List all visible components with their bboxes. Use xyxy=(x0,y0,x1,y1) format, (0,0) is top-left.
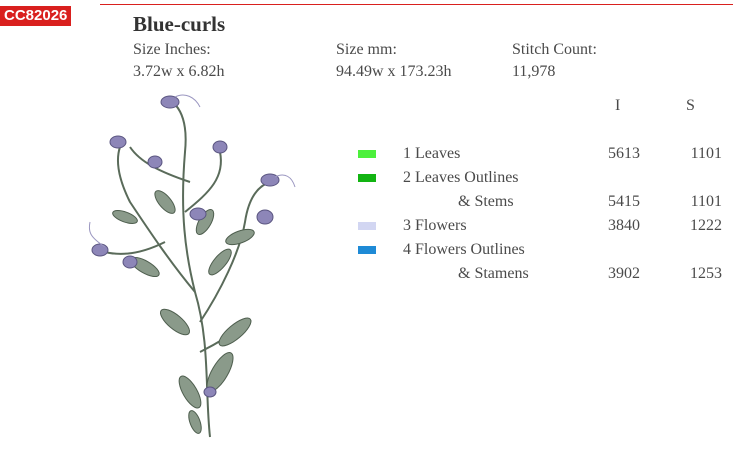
color-swatch xyxy=(358,246,376,254)
stitch-value: 3840 xyxy=(590,216,640,236)
stitch-value: 5415 xyxy=(590,192,640,212)
color-label: 2 Leaves Outlines xyxy=(403,168,519,188)
design-code: CC82026 xyxy=(0,6,71,26)
stitch-value: 1101 xyxy=(672,192,722,212)
color-label: 3 Flowers xyxy=(403,216,467,236)
color-label: & Stamens xyxy=(458,264,529,284)
stitch-value: 1253 xyxy=(672,264,722,284)
color-label: 1 Leaves xyxy=(403,144,460,164)
color-label: & Stems xyxy=(458,192,514,212)
spec-label: Size Inches: xyxy=(133,40,211,60)
color-swatch xyxy=(358,150,376,158)
design-image xyxy=(70,92,310,447)
spec-label: Size mm: xyxy=(336,40,397,60)
stitch-value: 3902 xyxy=(590,264,640,284)
color-swatch xyxy=(358,174,376,182)
spec-value: 11,978 xyxy=(512,62,555,82)
header-rule xyxy=(100,4,733,5)
color-swatch xyxy=(358,222,376,230)
stitch-value: 1222 xyxy=(672,216,722,236)
stitch-value: 1101 xyxy=(672,144,722,164)
stitch-value: 5613 xyxy=(590,144,640,164)
design-title: Blue-curls xyxy=(133,12,225,37)
page: {"header": {"code": "CC82026", "title": … xyxy=(0,0,733,452)
column-header: S xyxy=(686,96,695,116)
spec-value: 94.49w x 173.23h xyxy=(336,62,452,82)
spec-label: Stitch Count: xyxy=(512,40,597,60)
spec-value: 3.72w x 6.82h xyxy=(133,62,225,82)
column-header: I xyxy=(615,96,620,116)
color-label: 4 Flowers Outlines xyxy=(403,240,525,260)
